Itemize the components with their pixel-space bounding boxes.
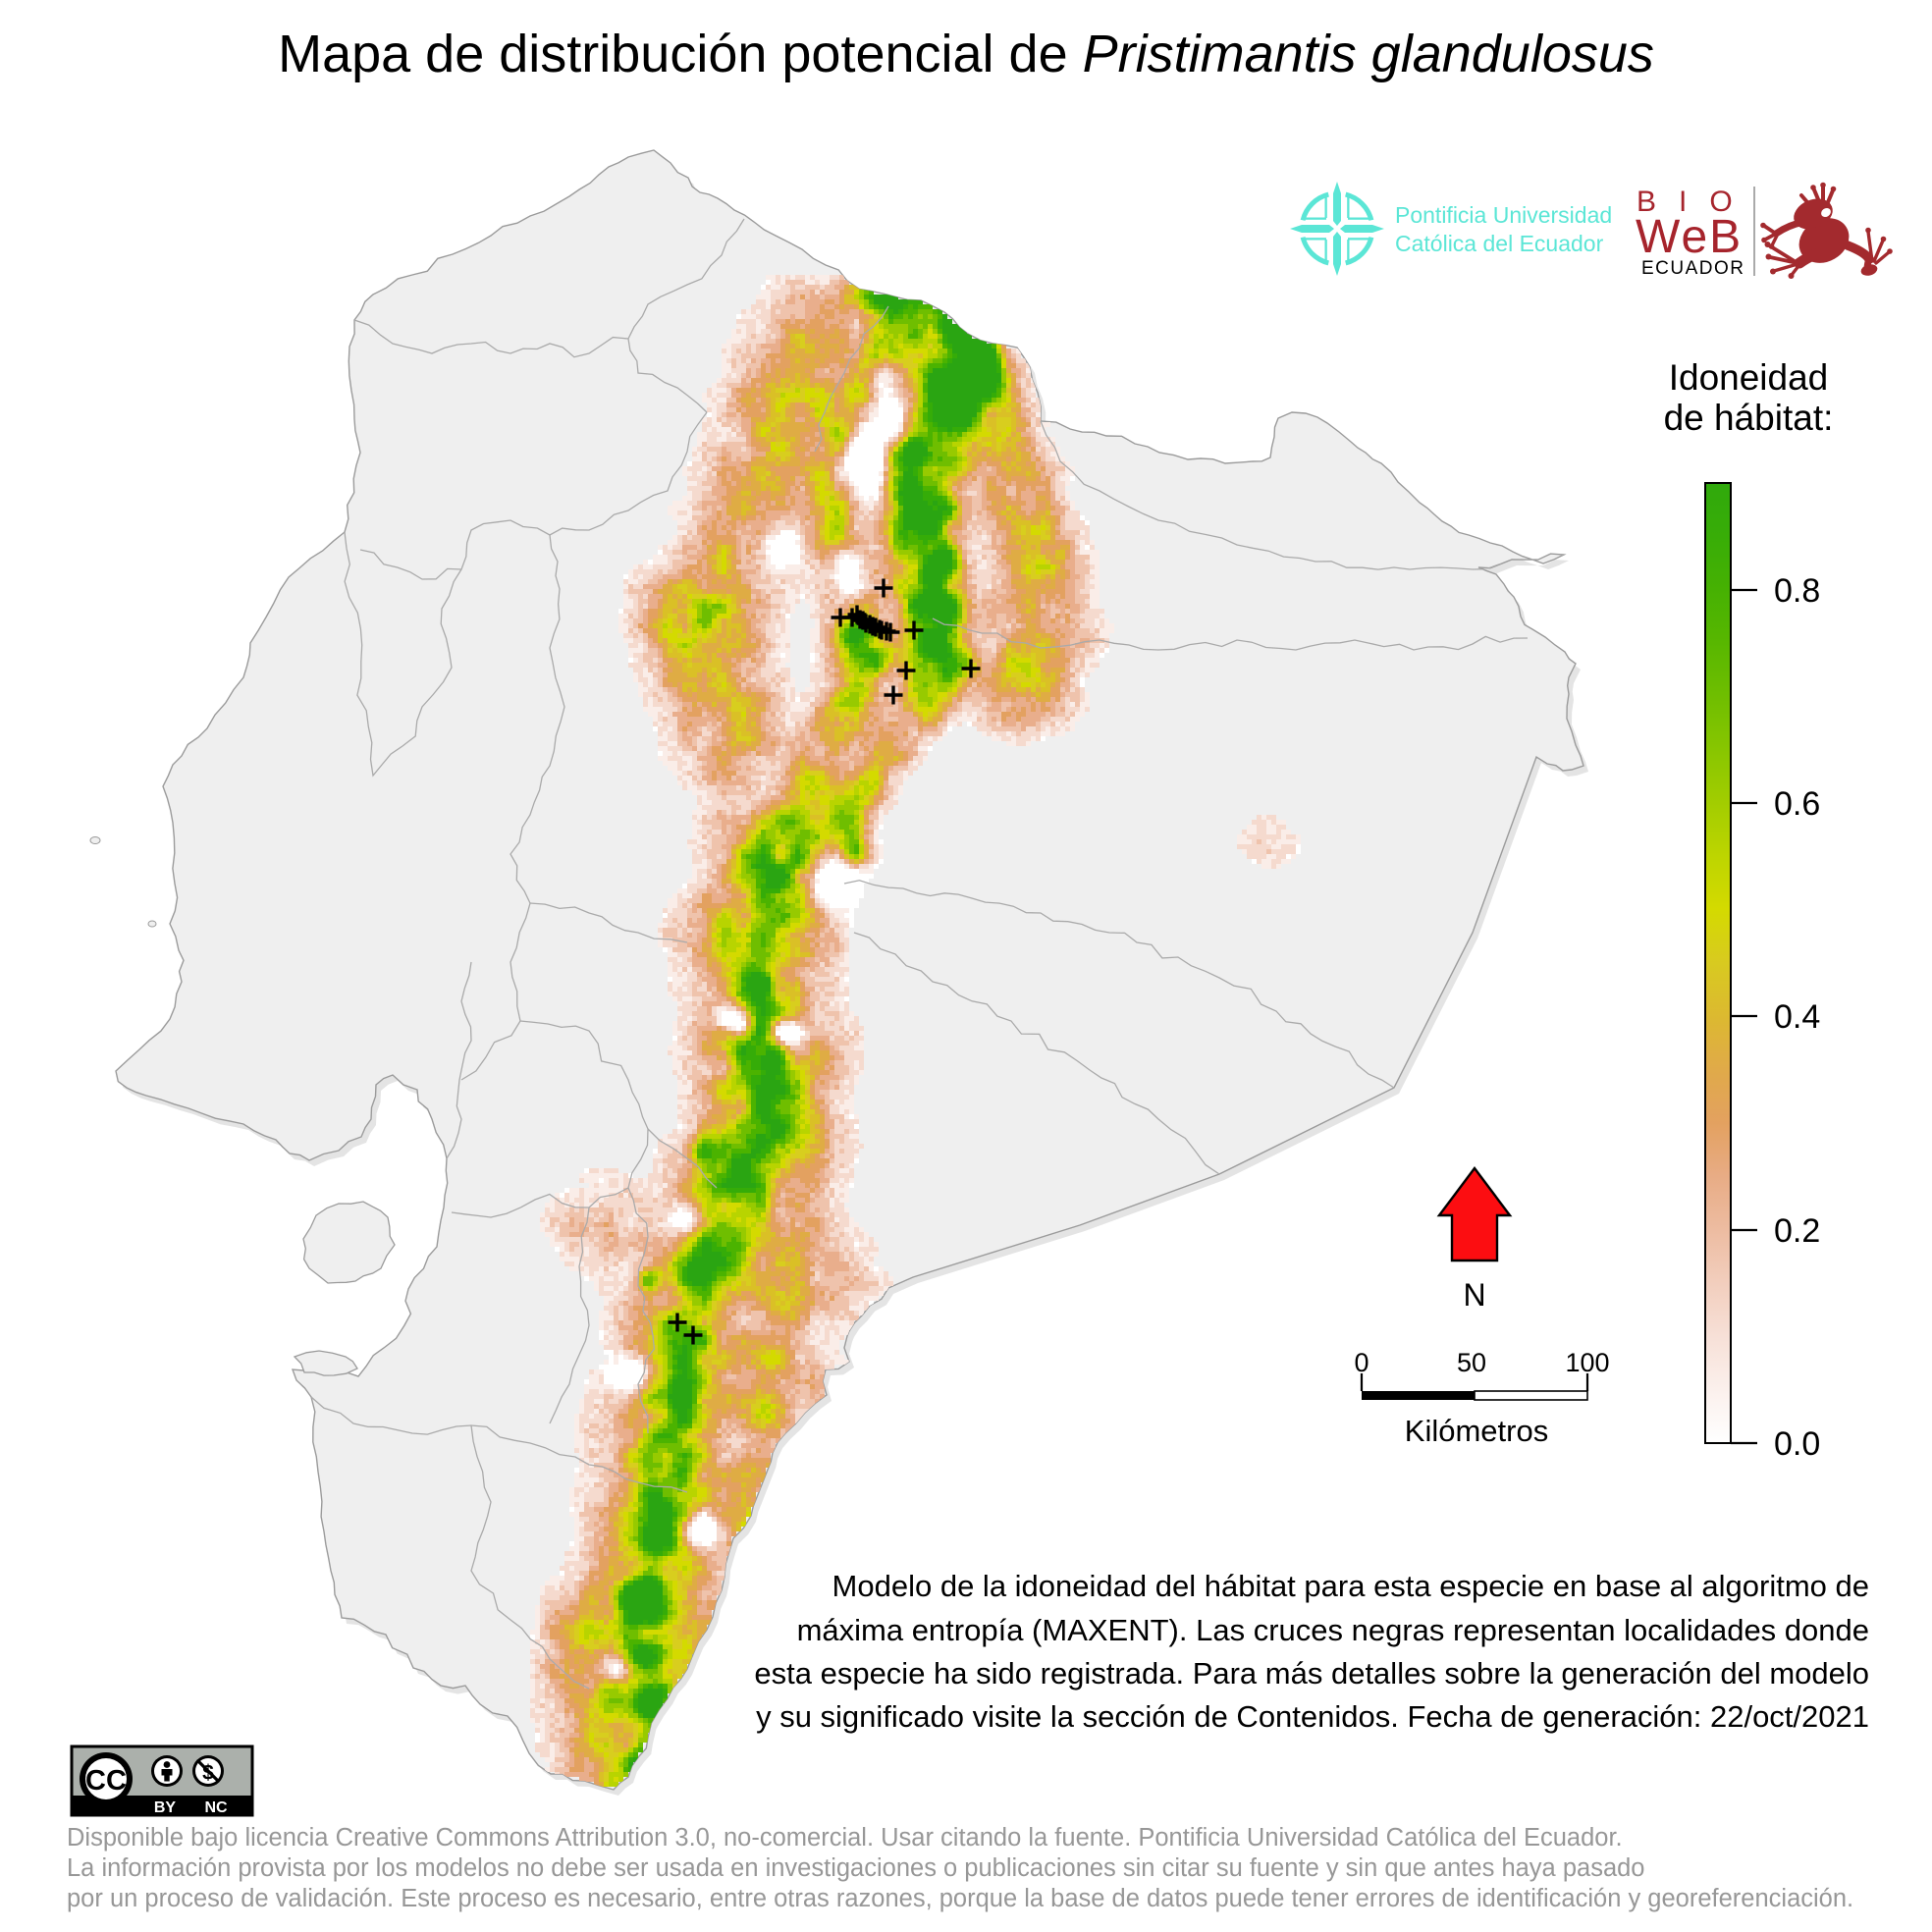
svg-text:ECUADOR: ECUADOR bbox=[1641, 258, 1745, 279]
svg-text:La información provista por lo: La información provista por los modelos … bbox=[67, 1854, 1644, 1882]
svg-text:0.0: 0.0 bbox=[1774, 1425, 1820, 1463]
svg-text:máxima entropía (MAXENT). Las: máxima entropía (MAXENT). Las cruces neg… bbox=[797, 1613, 1869, 1647]
svg-text:NC: NC bbox=[204, 1799, 228, 1816]
svg-text:Idoneidad: Idoneidad bbox=[1669, 357, 1829, 398]
svg-text:100: 100 bbox=[1565, 1348, 1609, 1377]
svg-text:de hábitat:: de hábitat: bbox=[1664, 398, 1834, 438]
svg-text:0: 0 bbox=[1354, 1348, 1368, 1377]
svg-text:y su significado visite la sec: y su significado visite la sección de Co… bbox=[756, 1699, 1869, 1734]
svg-text:0.8: 0.8 bbox=[1774, 572, 1820, 610]
svg-text:BIO: BIO bbox=[1637, 186, 1755, 218]
svg-text:Mapa de distribución potencial: Mapa de distribución potencial de Pristi… bbox=[278, 25, 1654, 83]
svg-text:0.6: 0.6 bbox=[1774, 785, 1820, 823]
svg-text:esta especie ha sido registrad: esta especie ha sido registrada. Para má… bbox=[754, 1656, 1869, 1690]
svg-text:N: N bbox=[1463, 1277, 1485, 1313]
svg-text:Católica del Ecuador: Católica del Ecuador bbox=[1395, 231, 1604, 256]
svg-text:50: 50 bbox=[1457, 1348, 1486, 1377]
svg-text:Kilómetros: Kilómetros bbox=[1405, 1414, 1548, 1448]
svg-text:por un proceso de validación.: por un proceso de validación. Este proce… bbox=[67, 1885, 1853, 1912]
svg-text:0.2: 0.2 bbox=[1774, 1212, 1820, 1250]
svg-text:Modelo de la idoneidad del háb: Modelo de la idoneidad del hábitat para … bbox=[832, 1569, 1869, 1603]
svg-text:CC: CC bbox=[85, 1765, 127, 1797]
svg-text:0.4: 0.4 bbox=[1774, 998, 1820, 1036]
svg-text:Disponible bajo licencia Creat: Disponible bajo licencia Creative Common… bbox=[67, 1824, 1623, 1852]
svg-text:Pontificia Universidad: Pontificia Universidad bbox=[1395, 202, 1612, 228]
svg-text:WeB: WeB bbox=[1636, 211, 1743, 263]
svg-text:BY: BY bbox=[154, 1799, 177, 1816]
